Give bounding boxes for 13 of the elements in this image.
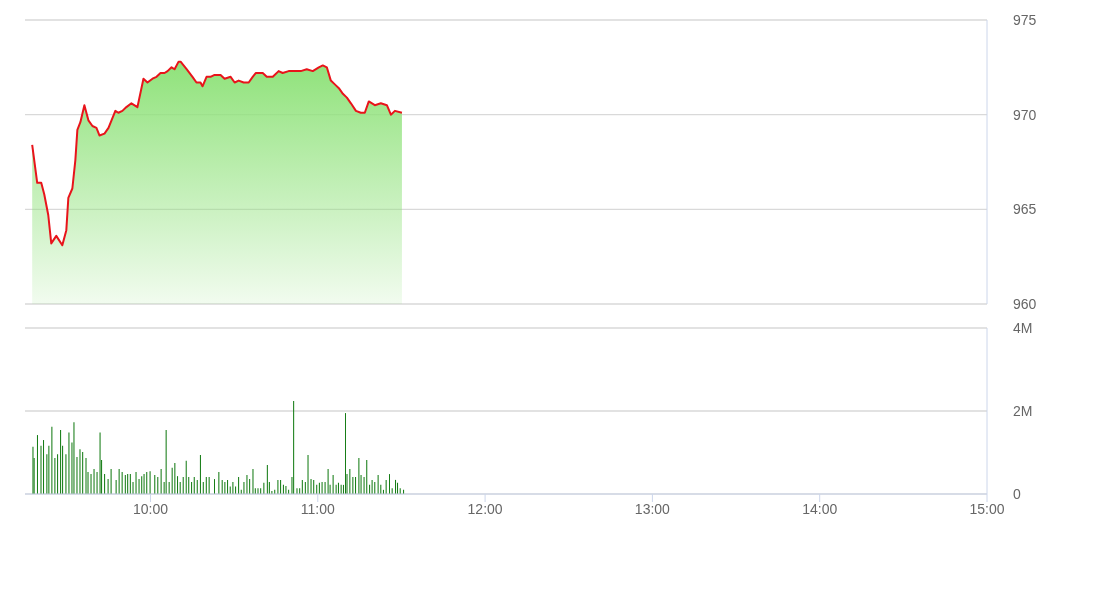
x-tick-label: 14:00 [802, 500, 838, 517]
y-tick-label: 0 [1013, 485, 1021, 502]
x-tick-label: 15:00 [969, 500, 1005, 517]
y-tick-label: 965 [1013, 201, 1037, 218]
y-tick-label: 970 [1013, 106, 1037, 123]
y-tick-label: 960 [1013, 295, 1037, 312]
y-tick-label: 4M [1013, 319, 1033, 336]
x-tick-label: 13:00 [634, 500, 671, 517]
x-tick-label: 12:00 [467, 500, 503, 517]
x-tick-label: 11:00 [300, 500, 335, 517]
y-tick-label: 2M [1013, 402, 1033, 419]
y-tick-label: 975 [1013, 11, 1037, 28]
x-tick-label: 10:00 [132, 500, 169, 517]
